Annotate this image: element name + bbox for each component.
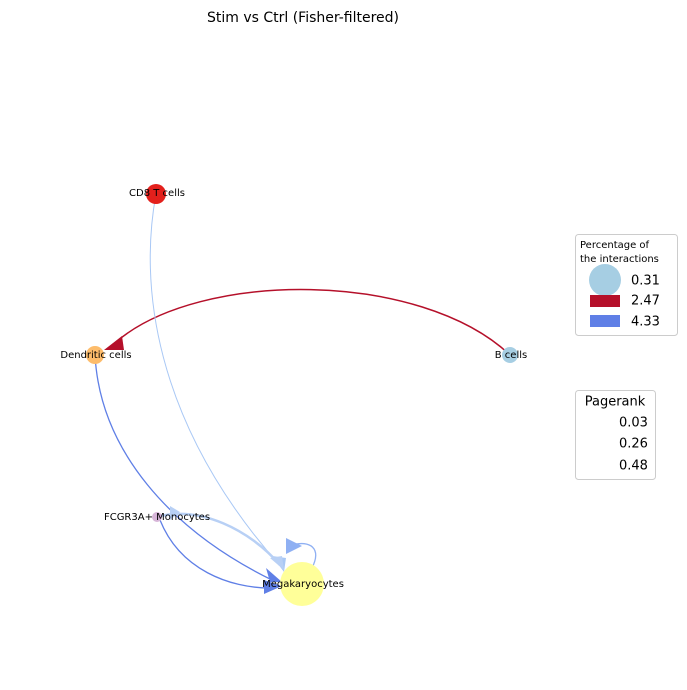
edges bbox=[94, 193, 511, 594]
node-label: B cells bbox=[495, 350, 527, 361]
arrow bbox=[266, 568, 282, 582]
node bbox=[502, 347, 518, 363]
arrow bbox=[264, 580, 282, 594]
legend-marker bbox=[590, 295, 620, 307]
arrow bbox=[270, 556, 284, 570]
title: Stim vs Ctrl (Fisher-filtered) bbox=[207, 10, 399, 26]
edge bbox=[159, 519, 271, 589]
arrow bbox=[104, 336, 124, 350]
legend-pagerank: Pagerank 0.03 0.26 0.48 bbox=[575, 390, 656, 480]
legend-label: 0.31 bbox=[631, 274, 660, 289]
legend-label: 0.03 bbox=[619, 416, 648, 431]
node bbox=[152, 512, 162, 522]
edge bbox=[94, 354, 273, 581]
arrow bbox=[170, 506, 180, 520]
legend-interactions: Percentage of the interactions 0.31 2.47… bbox=[575, 234, 678, 336]
node-label: FCGR3A+ Monocytes bbox=[104, 512, 210, 523]
legend-marker bbox=[589, 264, 621, 296]
legend-label: 2.47 bbox=[631, 294, 660, 309]
legend-title: the interactions bbox=[580, 254, 659, 265]
legend-title: Pagerank bbox=[585, 395, 646, 410]
edge bbox=[149, 193, 283, 569]
arrow bbox=[286, 538, 302, 554]
legend-label: 4.33 bbox=[631, 315, 660, 330]
legend-title: Percentage of bbox=[580, 240, 650, 251]
edge bbox=[115, 288, 511, 356]
node bbox=[280, 562, 324, 606]
node bbox=[146, 184, 166, 204]
legend-marker bbox=[590, 315, 620, 327]
node-label: CD8 T cells bbox=[129, 188, 185, 199]
legend-label: 0.48 bbox=[619, 459, 648, 474]
legend-label: 0.26 bbox=[619, 437, 648, 452]
legend-box bbox=[575, 390, 656, 480]
legend-box bbox=[575, 234, 678, 336]
node bbox=[86, 346, 104, 364]
node-label: Megakaryocytes bbox=[262, 579, 344, 590]
node-label: Dendritic cells bbox=[60, 350, 131, 361]
